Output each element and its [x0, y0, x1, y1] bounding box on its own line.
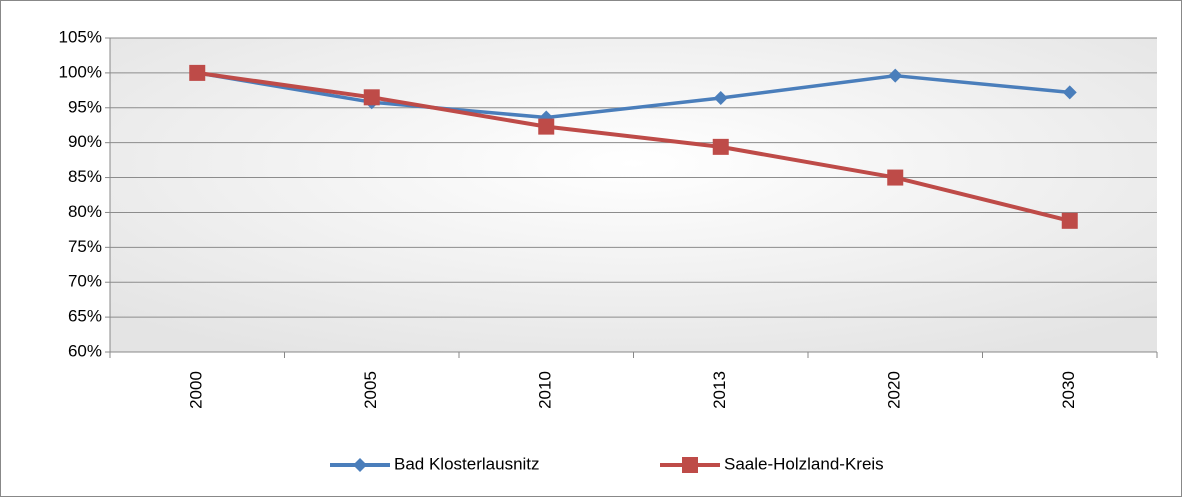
marker	[189, 64, 206, 81]
legend-label: Bad Klosterlausnitz	[394, 454, 540, 473]
marker	[888, 68, 903, 83]
series	[189, 64, 1078, 229]
y-tick-label: 85%	[68, 167, 102, 186]
y-tick-label: 75%	[68, 237, 102, 256]
x-tick-label: 2030	[1059, 371, 1078, 409]
series-line	[196, 70, 1071, 223]
marker	[363, 89, 380, 106]
y-tick-label: 60%	[68, 341, 102, 360]
marker	[713, 91, 728, 106]
y-tick-label: 65%	[68, 307, 102, 326]
x-tick-label: 2005	[361, 371, 380, 409]
y-tick-label: 80%	[68, 202, 102, 221]
marker	[712, 138, 729, 155]
y-tick-label: 100%	[59, 62, 102, 81]
marker	[1062, 85, 1077, 100]
marker	[682, 457, 698, 473]
marker	[353, 458, 367, 472]
legend-label: Saale-Holzland-Kreis	[724, 454, 884, 473]
x-tick-label: 2020	[885, 371, 904, 409]
marker	[1061, 212, 1078, 229]
x-tick-label: 2010	[536, 371, 555, 409]
x-tick-label: 2000	[187, 371, 206, 409]
plot-area	[110, 38, 1157, 352]
y-tick-label: 70%	[68, 272, 102, 291]
marker	[887, 169, 904, 186]
y-tick-label: 95%	[68, 97, 102, 116]
marker	[538, 118, 555, 135]
series-line	[196, 71, 1070, 120]
x-tick-label: 2013	[710, 371, 729, 409]
y-tick-label: 105%	[59, 27, 102, 46]
y-tick-label: 90%	[68, 132, 102, 151]
